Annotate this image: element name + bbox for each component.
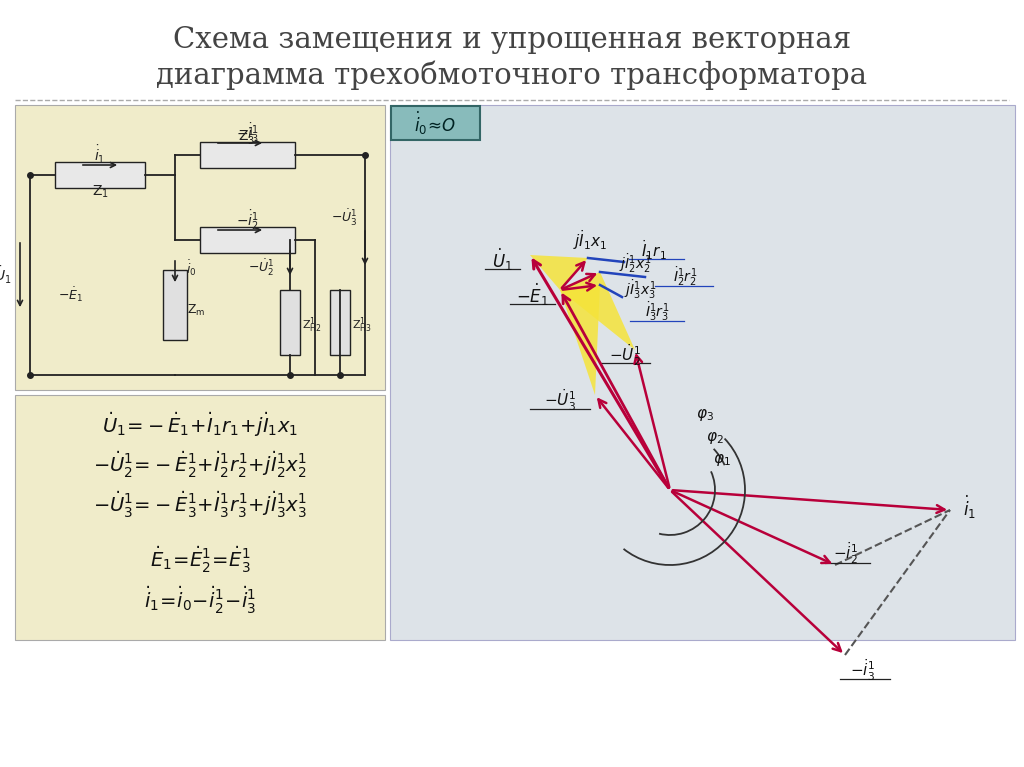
Polygon shape <box>560 272 635 350</box>
Bar <box>330 290 350 355</box>
Text: $-\dot{i}_3^1$: $-\dot{i}_3^1$ <box>236 121 258 145</box>
Text: диаграмма трехобмоточного трансформатора: диаграмма трехобмоточного трансформатора <box>157 61 867 90</box>
Polygon shape <box>530 255 588 290</box>
Text: $\mathrm{Z_m}$: $\mathrm{Z_m}$ <box>187 302 206 318</box>
Text: $\mathrm{Z_{H2}^1}$: $\mathrm{Z_{H2}^1}$ <box>302 315 322 335</box>
Text: $\dot{i}_1$: $\dot{i}_1$ <box>94 144 105 166</box>
Text: $-\dot{E}_1$: $-\dot{E}_1$ <box>515 282 549 308</box>
Text: $-\dot{U}_3^1$: $-\dot{U}_3^1$ <box>544 387 575 413</box>
Text: $\dot{U}_1$: $\dot{U}_1$ <box>0 265 12 285</box>
Bar <box>15 105 385 390</box>
Text: $\varphi_1$: $\varphi_1$ <box>713 452 731 468</box>
Bar <box>55 162 145 188</box>
Text: $\dot{I}_3^1r_3^1$: $\dot{I}_3^1r_3^1$ <box>645 301 670 324</box>
Text: $\dot{U}_1$: $\dot{U}_1$ <box>492 247 512 273</box>
Text: $-\dot{U}_2^1$: $-\dot{U}_2^1$ <box>248 258 274 278</box>
Bar <box>200 227 295 253</box>
Text: Схема замещения и упрощенная векторная: Схема замещения и упрощенная векторная <box>173 26 851 54</box>
Text: $\dot{U}_1\!=\!-\dot{E}_1\!+\!\dot{I}_1r_1\!+\!j\dot{I}_1x_1$: $\dot{U}_1\!=\!-\dot{E}_1\!+\!\dot{I}_1r… <box>102 410 298 439</box>
Polygon shape <box>560 285 600 395</box>
FancyBboxPatch shape <box>391 106 480 140</box>
Text: $\varphi_2$: $\varphi_2$ <box>707 430 724 446</box>
Text: $\dot{i}_1$: $\dot{i}_1$ <box>964 493 977 521</box>
Bar <box>390 105 1015 640</box>
Bar <box>163 270 187 340</box>
Text: $\dot{i}_1\!=\!\dot{i}_0\!-\!\dot{i}_2^1\!-\!\dot{i}_3^1$: $\dot{i}_1\!=\!\dot{i}_0\!-\!\dot{i}_2^1… <box>143 584 256 616</box>
Text: $\dot{I}_2^1r_2^1$: $\dot{I}_2^1r_2^1$ <box>673 265 697 288</box>
Text: $-\dot{U}_2^1$: $-\dot{U}_2^1$ <box>609 342 641 367</box>
Text: $j\dot{I}_2^1x_2^1$: $j\dot{I}_2^1x_2^1$ <box>618 252 651 275</box>
Text: $\mathrm{Z_1}$: $\mathrm{Z_1}$ <box>91 184 109 200</box>
Text: $-\dot{i}_2^1$: $-\dot{i}_2^1$ <box>236 208 258 232</box>
Text: $\dot{i}_0\!\approx\!O$: $\dot{i}_0\!\approx\!O$ <box>414 110 456 137</box>
Text: $-\dot{U}_2^1\!=\!-\dot{E}_2^1\!+\!\dot{I}_2^1r_2^1\!+\!j\dot{I}_2^1x_2^1$: $-\dot{U}_2^1\!=\!-\dot{E}_2^1\!+\!\dot{… <box>93 450 307 480</box>
Text: $\dot{i}_0$: $\dot{i}_0$ <box>186 258 197 278</box>
Text: $-\dot{E}_1$: $-\dot{E}_1$ <box>58 285 83 304</box>
Bar <box>280 290 300 355</box>
Text: $-\dot{U}_3^1$: $-\dot{U}_3^1$ <box>332 208 358 228</box>
Text: $j\dot{I}_3^1x_3^1$: $j\dot{I}_3^1x_3^1$ <box>624 278 656 301</box>
Bar <box>15 395 385 640</box>
Text: $\dot{I}_1r_1$: $\dot{I}_1r_1$ <box>641 239 667 262</box>
Text: $\dot{E}_1\!=\!\dot{E}_2^1\!=\!\dot{E}_3^1$: $\dot{E}_1\!=\!\dot{E}_2^1\!=\!\dot{E}_3… <box>150 545 251 575</box>
Text: $-\dot{i}_3^1$: $-\dot{i}_3^1$ <box>851 657 876 683</box>
Text: $\mathrm{Z_{H3}^1}$: $\mathrm{Z_{H3}^1}$ <box>352 315 372 335</box>
Text: $\mathrm{Z_3^1}$: $\mathrm{Z_3^1}$ <box>239 126 256 148</box>
Text: $\varphi_3$: $\varphi_3$ <box>696 407 714 423</box>
Bar <box>200 142 295 168</box>
Text: $j\dot{I}_1x_1$: $j\dot{I}_1x_1$ <box>572 228 607 252</box>
Text: $-\dot{i}_2^1$: $-\dot{i}_2^1$ <box>833 540 857 566</box>
Text: $-\dot{U}_3^1\!=\!-\dot{E}_3^1\!+\!\dot{I}_3^1r_3^1\!+\!j\dot{I}_3^1x_3^1$: $-\dot{U}_3^1\!=\!-\dot{E}_3^1\!+\!\dot{… <box>93 490 307 520</box>
